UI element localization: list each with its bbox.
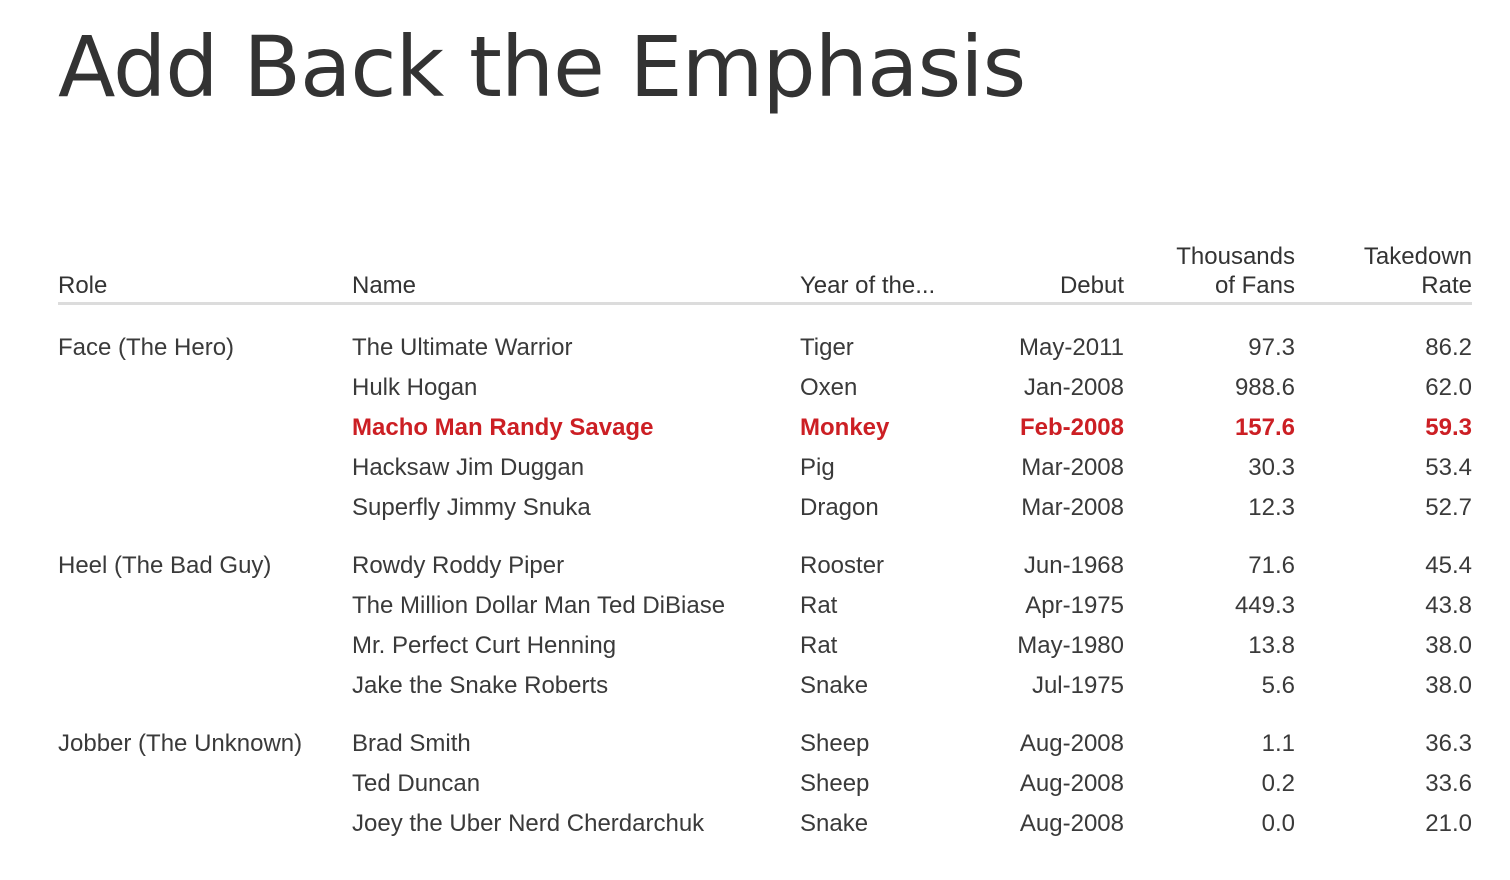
cell-year: Sheep: [800, 770, 870, 797]
header-debut: Debut: [1059, 272, 1124, 299]
cell-fans: 13.8: [1248, 632, 1295, 659]
group-role-label: Face (The Hero): [58, 334, 235, 361]
cell-name: Macho Man Randy Savage: [352, 414, 654, 441]
cell-name: Ted Duncan: [352, 770, 481, 797]
table-row: Jake the Snake Roberts Snake Jul-1975 5.6 38…: [58, 666, 1472, 706]
cell-name: Joey the Uber Nerd Cherdarchuk: [352, 810, 705, 837]
cell-takedown: 62.0: [1425, 374, 1472, 401]
cell-fans: 5.6: [1261, 672, 1295, 699]
table-group: Jobber (The Unknown) Brad Smith Sheep Aug-2…: [58, 724, 1472, 844]
cell-takedown: 45.4: [1425, 552, 1472, 579]
group-role-label: Heel (The Bad Guy): [58, 552, 272, 579]
cell-takedown: 38.0: [1425, 632, 1472, 659]
cell-name: The Ultimate Warrior: [352, 334, 573, 361]
cell-takedown: 52.7: [1425, 494, 1472, 521]
table-row: Hacksaw Jim Duggan Pig Mar-2008 30.3 53.4: [58, 448, 1472, 488]
cell-debut: Aug-2008: [1019, 730, 1124, 757]
cell-year: Rat: [800, 632, 838, 659]
cell-debut: Aug-2008: [1019, 810, 1124, 837]
cell-takedown: 53.4: [1425, 454, 1472, 481]
header-takedown-line-2: Rate: [1421, 272, 1472, 299]
header-name: Name: [352, 272, 417, 299]
table-row: Brad Smith Sheep Aug-2008 1.1 36.3: [58, 724, 1472, 764]
cell-debut: May-2011: [1019, 334, 1124, 361]
cell-debut: Jan-2008: [1023, 374, 1124, 401]
header-year: Year of the...: [800, 272, 936, 299]
cell-takedown: 86.2: [1425, 334, 1472, 361]
cell-takedown: 36.3: [1425, 730, 1472, 757]
page-title: Add Back the Emphasis: [58, 18, 1026, 116]
table-row: Ted Duncan Sheep Aug-2008 0.2 33.6: [58, 764, 1472, 804]
cell-name: Mr. Perfect Curt Henning: [352, 632, 617, 659]
table-header: Role Name Year of the... Debut Thousands…: [58, 240, 1472, 305]
cell-year: Tiger: [800, 334, 854, 361]
cell-debut: Jul-1975: [1031, 672, 1124, 699]
cell-debut: Apr-1975: [1025, 592, 1124, 619]
cell-fans: 71.6: [1248, 552, 1295, 579]
cell-fans: 12.3: [1248, 494, 1295, 521]
cell-year: Oxen: [800, 374, 858, 401]
header-fans-line-2: of Fans: [1214, 272, 1295, 299]
table-row: Superfly Jimmy Snuka Dragon Mar-2008 12.3 52…: [58, 488, 1472, 528]
cell-fans: 988.6: [1234, 374, 1295, 401]
cell-fans: 157.6: [1234, 414, 1295, 441]
cell-fans: 449.3: [1234, 592, 1295, 619]
data-table: Role Name Year of the... Debut Thousands…: [58, 240, 1472, 844]
cell-fans: 30.3: [1248, 454, 1295, 481]
cell-year: Snake: [800, 672, 869, 699]
cell-fans: 97.3: [1248, 334, 1295, 361]
table-body: Face (The Hero) The Ultimate Warrior Tiger…: [58, 328, 1472, 844]
table-group: Heel (The Bad Guy) Rowdy Roddy Piper Roost…: [58, 546, 1472, 706]
cell-name: Superfly Jimmy Snuka: [352, 494, 591, 521]
header-takedown-line-1: Takedown: [1363, 243, 1472, 270]
cell-takedown: 43.8: [1425, 592, 1472, 619]
table-row: The Ultimate Warrior Tiger May-2011 97.3 86.…: [58, 328, 1472, 368]
cell-name: Brad Smith: [352, 730, 471, 757]
cell-takedown: 59.3: [1425, 414, 1472, 441]
cell-year: Sheep: [800, 730, 870, 757]
cell-fans: 0.2: [1261, 770, 1295, 797]
table-row: Hulk Hogan Oxen Jan-2008 988.6 62.0: [58, 368, 1472, 408]
cell-takedown: 38.0: [1425, 672, 1472, 699]
cell-takedown: 21.0: [1425, 810, 1472, 837]
header-role: Role: [58, 272, 108, 299]
cell-debut: Jun-1968: [1023, 552, 1124, 579]
cell-takedown: 33.6: [1425, 770, 1472, 797]
header-takedown: Takedown Rate: [1318, 242, 1472, 300]
cell-year: Monkey: [800, 414, 890, 441]
cell-debut: May-1980: [1017, 632, 1124, 659]
header-fans-line-1: Thousands: [1176, 243, 1295, 270]
table-row: Rowdy Roddy Piper Rooster Jun-1968 71.6 45.4: [58, 546, 1472, 586]
cell-name: Rowdy Roddy Piper: [352, 552, 565, 579]
cell-year: Dragon: [800, 494, 879, 521]
cell-debut: Feb-2008: [1019, 414, 1124, 441]
table-row: Joey the Uber Nerd Cherdarchuk Snake Aug-2…: [58, 804, 1472, 844]
group-role-label: Jobber (The Unknown): [58, 730, 303, 757]
cell-year: Pig: [800, 454, 835, 481]
cell-name: Jake the Snake Roberts: [352, 672, 609, 699]
table-row: Mr. Perfect Curt Henning Rat May-1980 13.8 3…: [58, 626, 1472, 666]
cell-year: Snake: [800, 810, 869, 837]
cell-name: Hulk Hogan: [352, 374, 478, 401]
cell-debut: Mar-2008: [1021, 494, 1124, 521]
table-row-highlighted: Macho Man Randy Savage Monkey Feb-2008 157.…: [58, 408, 1472, 448]
cell-debut: Mar-2008: [1021, 454, 1124, 481]
cell-year: Rooster: [800, 552, 885, 579]
cell-name: The Million Dollar Man Ted DiBiase: [352, 592, 726, 619]
cell-fans: 0.0: [1261, 810, 1295, 837]
cell-year: Rat: [800, 592, 838, 619]
cell-debut: Aug-2008: [1019, 770, 1124, 797]
header-fans: Thousands of Fans: [1148, 242, 1295, 300]
cell-name: Hacksaw Jim Duggan: [352, 454, 585, 481]
cell-fans: 1.1: [1261, 730, 1295, 757]
table-row: The Million Dollar Man Ted DiBiase Rat Apr…: [58, 586, 1472, 626]
table-group: Face (The Hero) The Ultimate Warrior Tiger…: [58, 328, 1472, 528]
